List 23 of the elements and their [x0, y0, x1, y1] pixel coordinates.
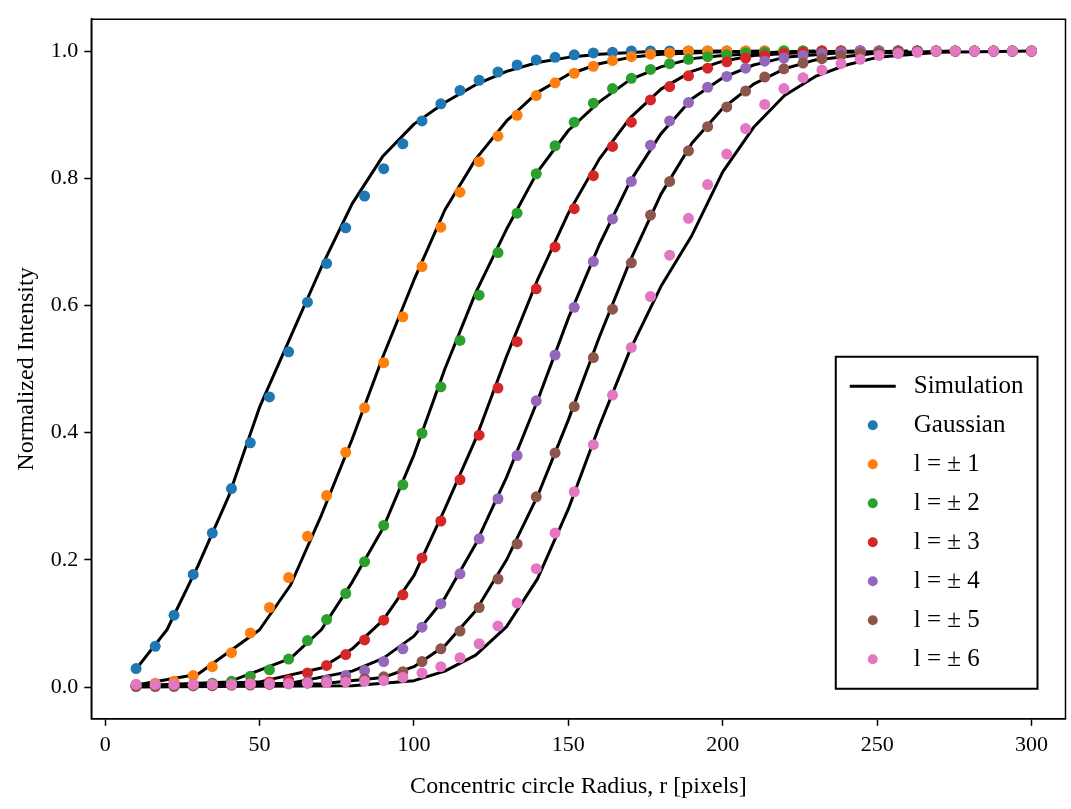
x-axis-title: Concentric circle Radius, r [pixels] — [410, 771, 747, 798]
legend-label: l = ± 5 — [913, 604, 980, 632]
y-tick-label: 0.6 — [50, 291, 79, 317]
y-tick-label: 0.0 — [50, 672, 79, 698]
x-tick-label: 50 — [248, 730, 271, 756]
y-tick-label: 0.4 — [50, 418, 79, 444]
y-tick-label: 1.0 — [50, 36, 79, 62]
x-tick-label: 150 — [551, 730, 585, 756]
legend-label: Gaussian — [913, 409, 1006, 437]
legend-label: l = ± 2 — [913, 487, 980, 515]
legend-label: l = ± 4 — [913, 565, 981, 593]
x-tick-label: 300 — [1015, 730, 1049, 756]
legend-label: Simulation — [913, 370, 1024, 398]
x-tick-label: 250 — [860, 730, 894, 756]
x-tick-label: 100 — [397, 730, 431, 756]
y-tick-label: 0.8 — [50, 163, 79, 189]
y-axis-title: Normalized Intensity — [11, 267, 38, 471]
legend-label: l = ± 1 — [913, 448, 980, 476]
legend-label: l = ± 3 — [913, 526, 980, 554]
legend-label: l = ± 6 — [913, 643, 980, 671]
y-tick-label: 0.2 — [50, 545, 79, 571]
x-tick-label: 0 — [99, 730, 111, 756]
x-tick-label: 200 — [706, 730, 740, 756]
